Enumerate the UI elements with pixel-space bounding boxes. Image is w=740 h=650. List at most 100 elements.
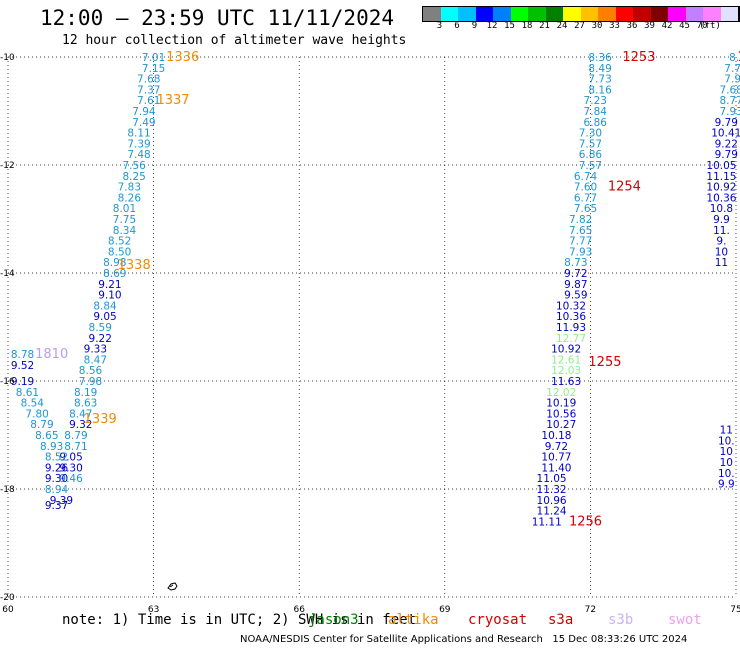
pass-number-label: 1336 [166, 50, 199, 65]
wave-height-value: 10.36 [556, 311, 586, 323]
longitude-label: 60 [2, 605, 14, 615]
wave-height-value: 9.30 [59, 462, 82, 474]
wave-height-value: 7.37 [137, 84, 160, 96]
wave-height-value: 9.26 [45, 462, 69, 474]
wave-height-value: 7.49 [132, 117, 155, 129]
color-swatch [528, 7, 546, 21]
wave-height-value: 8.26 [118, 192, 142, 204]
wave-height-value: 11.24 [537, 506, 567, 518]
wave-height-value: 8.63 [74, 398, 97, 410]
wave-height-value: 7.84 [584, 106, 608, 118]
wave-height-value: 8.25 [122, 171, 145, 183]
wave-height-value: 7.80 [25, 408, 48, 420]
latitude-label: -10 [0, 53, 15, 63]
wave-height-value: 9.22 [89, 333, 112, 345]
wave-height-value: 8.16 [588, 84, 612, 96]
wave-height-value: 9.72 [564, 268, 587, 280]
wave-height-value: 7.65 [574, 203, 597, 215]
color-scale-tick-label: 6 [454, 21, 460, 31]
wave-height-value: 9.22 [715, 138, 738, 150]
wave-height-value: 7.39 [127, 138, 150, 150]
wave-height-value: 7.48 [127, 149, 150, 161]
wave-height-value: 10.36 [706, 192, 736, 204]
wave-height-value: 7.56 [122, 160, 146, 172]
map-subtitle: 12 hour collection of altimeter wave hei… [62, 33, 407, 48]
wave-height-value: 8.52 [45, 452, 68, 464]
wave-height-value: 9.32 [69, 419, 92, 431]
color-swatch [685, 7, 703, 21]
wave-height-value: 6.74 [574, 171, 598, 183]
wave-height-value: 8.93 [40, 441, 63, 453]
wave-height-value: 7.83 [118, 182, 141, 194]
wave-height-value: 8.34 [113, 225, 137, 237]
wave-height-value: 8.36 [588, 52, 612, 64]
wave-height-value: 8.65 [35, 430, 58, 442]
wave-height-value: 12.02 [546, 387, 576, 399]
latitude-label: -14 [0, 269, 15, 279]
wave-height-value: 8.25 [729, 52, 740, 64]
color-scale-tick-label: 33 [609, 21, 620, 31]
wave-height-value: 11 [715, 257, 728, 269]
wave-height-value: 12.77 [556, 333, 586, 345]
color-swatch [458, 7, 476, 21]
wave-height-value: 7.94 [132, 106, 156, 118]
wave-height-value: 9.52 [11, 360, 34, 372]
color-swatch [510, 7, 528, 21]
wave-height-value: 7.75 [113, 214, 136, 226]
longitude-labels: 60 63 66 69 72 75 [2, 605, 740, 615]
legend-item-cryosat: cryosat [468, 612, 528, 628]
wave-height-value: 12.61 [551, 354, 581, 366]
wave-height-value: 11.11 [532, 516, 562, 528]
color-scale-tick-label: 27 [574, 21, 585, 31]
wave-height-value: 9.21 [98, 279, 121, 291]
color-scale-tick-label: 18 [521, 21, 533, 31]
pass-number-label: 1337 [156, 93, 189, 108]
page-title: 12:00 — 23:59 UTC 11/11/2024 [40, 6, 395, 30]
legend-item-swot: swot [668, 612, 702, 628]
wave-height-value: 10.8 [710, 203, 733, 215]
wave-height-value: 8.11 [127, 128, 150, 140]
wave-height-value: 10.05 [706, 160, 736, 172]
color-swatch [545, 7, 563, 21]
wave-height-value: 10.27 [546, 419, 576, 431]
wave-height-value: 9.46 [59, 473, 83, 485]
pass-number-labels: 1336 1337 1338 1339 1810 1253 1254 1255 1256 17 [35, 50, 740, 529]
wave-height-value: 8.56 [79, 365, 103, 377]
wave-height-value: 7.98 [79, 376, 102, 388]
color-scale-tick-label: 21 [539, 21, 550, 31]
wave-height-value: 8.19 [74, 387, 97, 399]
footer-note: note: 1) Time is in UTC; 2) SWH is in fe… [62, 612, 417, 628]
wave-height-value: 7.30 [579, 128, 602, 140]
wave-height-value: 7.15 [142, 63, 165, 75]
wave-height-value: 9.59 [564, 290, 587, 302]
wave-height-value: 12.03 [551, 365, 581, 377]
wave-height-value: 10.41 [711, 128, 740, 140]
wave-height-value: 7.82 [569, 214, 592, 226]
wave-height-value: 8.52 [108, 236, 131, 248]
wave-height-value: 8.78 [11, 349, 34, 361]
wave-height-value: 7.65 [569, 225, 592, 237]
color-swatch [615, 7, 633, 21]
longitude-label: 63 [148, 605, 159, 615]
longitude-label: 72 [585, 605, 596, 615]
wave-height-value: 9.33 [84, 344, 107, 356]
credit-text: NOAA/NESDIS Center for Satellite Applica… [240, 634, 543, 645]
pass-number-label: 1338 [118, 258, 151, 273]
wave-height-value: 7.61 [137, 95, 160, 107]
wave-height-value: 7.68 [719, 84, 740, 96]
color-scale-tick-label: 24 [556, 21, 568, 31]
wave-height-value: 11.93 [556, 322, 586, 334]
wave-height-value: 11 [720, 425, 733, 437]
wave-height-value: 10.19 [546, 398, 576, 410]
wave-height-value: 8.77 [719, 95, 740, 107]
wave-height-value: 10 [715, 246, 728, 258]
map-gridlines [7, 56, 737, 598]
color-swatch [423, 7, 441, 21]
wave-height-value: 7.99 [724, 74, 740, 86]
latitude-labels: -10 -12 -14 -16 -18 -20 [0, 53, 15, 603]
wave-height-value: 7.73 [588, 74, 611, 86]
wave-height-value: 9.37 [45, 500, 68, 512]
latitude-label: -18 [0, 485, 15, 495]
color-swatch [440, 7, 458, 21]
